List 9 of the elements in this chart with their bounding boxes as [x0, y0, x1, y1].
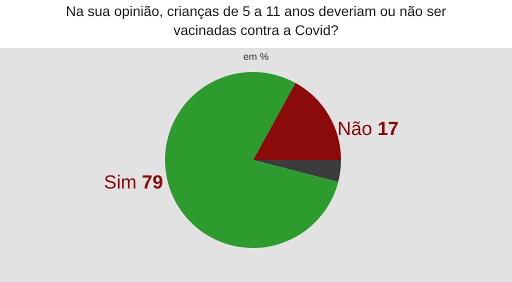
slice-label: Não: [337, 119, 372, 140]
slice-label: Sim: [104, 172, 137, 194]
chart-title: Na sua opinião, crianças de 5 a 11 anos deveriam ou não ser vacinadas contra a Covid?: [66, 3, 446, 38]
data-label: 17: [377, 119, 399, 140]
pie-slice: [165, 72, 338, 248]
chart-subtitle: em %: [243, 52, 269, 63]
pie-slice: [253, 160, 341, 182]
data-label: 79: [142, 172, 164, 194]
pie-slice: [253, 82, 341, 160]
